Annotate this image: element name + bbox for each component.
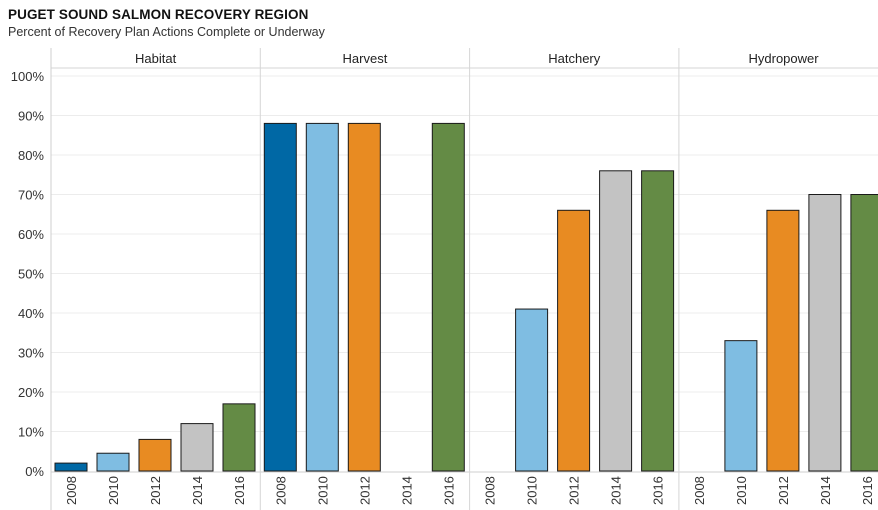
x-tick-label: 2010 bbox=[525, 476, 540, 505]
bar-harvest-2010 bbox=[305, 122, 339, 472]
chart-subtitle: Percent of Recovery Plan Actions Complet… bbox=[8, 25, 325, 39]
panel-label-harvest: Harvest bbox=[343, 51, 388, 66]
x-tick-label: 2012 bbox=[148, 476, 163, 505]
chart-title: PUGET SOUND SALMON RECOVERY REGION bbox=[8, 7, 309, 22]
y-tick-label: 20% bbox=[18, 385, 44, 400]
bar-hatchery-2016 bbox=[641, 170, 675, 472]
x-tick-label: 2008 bbox=[64, 476, 79, 505]
x-tick-label: 2014 bbox=[190, 476, 205, 505]
bar-habitat-2010 bbox=[96, 452, 130, 472]
panel-label-hydropower: Hydropower bbox=[749, 51, 820, 66]
y-tick-label: 0% bbox=[25, 464, 44, 479]
bar-hatchery-2010 bbox=[515, 308, 549, 472]
x-tick-label: 2016 bbox=[232, 476, 247, 505]
x-tick-label: 2014 bbox=[399, 476, 414, 505]
x-tick-label: 2016 bbox=[651, 476, 666, 505]
x-tick-label: 2010 bbox=[106, 476, 121, 505]
y-tick-label: 100% bbox=[11, 69, 45, 84]
bar-hydropower-2016 bbox=[850, 194, 878, 472]
bar-hydropower-2010 bbox=[724, 340, 758, 472]
x-tick-label: 2016 bbox=[441, 476, 456, 505]
x-tick-label: 2012 bbox=[357, 476, 372, 505]
y-tick-label: 50% bbox=[18, 267, 44, 282]
bar-hydropower-2014 bbox=[808, 194, 842, 472]
x-tick-label: 2008 bbox=[692, 476, 707, 505]
y-tick-label: 30% bbox=[18, 346, 44, 361]
x-tick-label: 2016 bbox=[860, 476, 875, 505]
panel-label-hatchery: Hatchery bbox=[548, 51, 601, 66]
x-tick-label: 2008 bbox=[483, 476, 498, 505]
y-tick-label: 80% bbox=[18, 148, 44, 163]
y-tick-label: 90% bbox=[18, 109, 44, 124]
x-tick-label: 2014 bbox=[609, 476, 624, 505]
bar-hatchery-2014 bbox=[599, 170, 633, 472]
x-tick-label: 2010 bbox=[734, 476, 749, 505]
bar-harvest-2016 bbox=[431, 122, 465, 472]
bar-habitat-2012 bbox=[138, 438, 172, 472]
x-tick-label: 2014 bbox=[818, 476, 833, 505]
bar-habitat-2014 bbox=[180, 423, 214, 472]
x-tick-label: 2012 bbox=[567, 476, 582, 505]
y-tick-label: 40% bbox=[18, 306, 44, 321]
x-tick-label: 2010 bbox=[315, 476, 330, 505]
y-tick-label: 60% bbox=[18, 227, 44, 242]
bar-harvest-2008 bbox=[263, 122, 297, 472]
x-tick-label: 2012 bbox=[776, 476, 791, 505]
y-tick-label: 70% bbox=[18, 188, 44, 203]
bar-hatchery-2012 bbox=[557, 209, 591, 472]
bar-habitat-2016 bbox=[222, 403, 256, 472]
x-tick-label: 2008 bbox=[273, 476, 288, 505]
bar-harvest-2012 bbox=[347, 122, 381, 472]
y-tick-label: 10% bbox=[18, 425, 44, 440]
bar-habitat-2008 bbox=[54, 462, 88, 472]
panel-label-habitat: Habitat bbox=[135, 51, 177, 66]
bar-hydropower-2012 bbox=[766, 209, 800, 472]
